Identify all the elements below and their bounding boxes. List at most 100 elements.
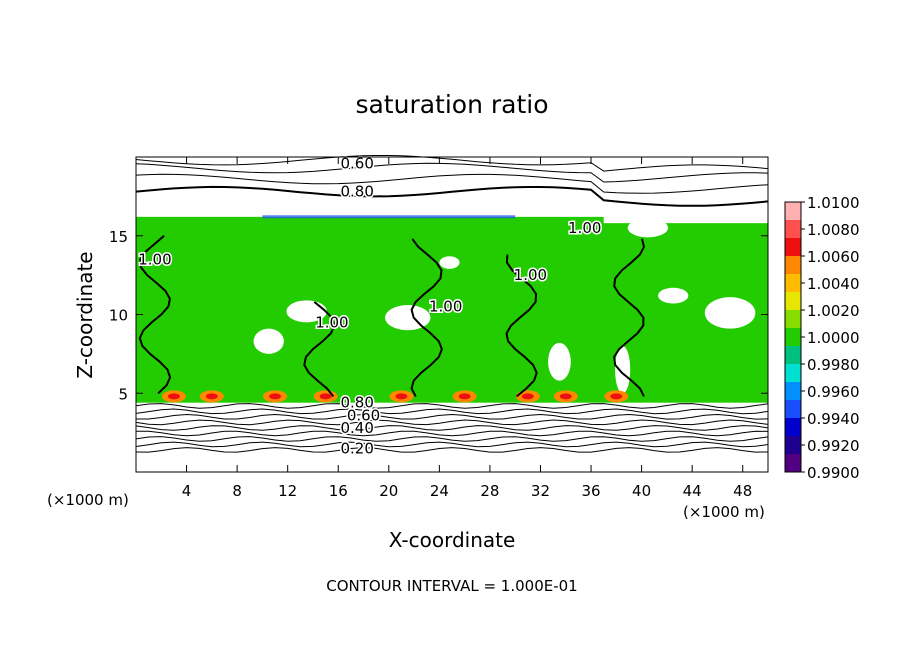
x-tick-label: 12 [278, 482, 297, 500]
supersaturation-core [610, 393, 623, 400]
x-tick-label: 28 [480, 482, 499, 500]
supersaturation-core [395, 393, 408, 400]
x-unit-right: (×1000 m) [683, 503, 765, 521]
dry-patch [627, 218, 669, 238]
supersaturation-core [559, 393, 572, 400]
dry-patch [658, 287, 689, 304]
dry-patch [548, 342, 571, 381]
colorbar-swatch [785, 220, 801, 239]
supersaturation-core [205, 393, 218, 400]
contour-label: 1.00 [429, 298, 462, 316]
colorbar-swatch [785, 292, 801, 311]
supersaturation-core [521, 393, 534, 400]
colorbar-swatch [785, 382, 801, 401]
contour-line [135, 441, 769, 448]
contour-label: 0.80 [340, 394, 373, 412]
colorbar-swatch [785, 328, 801, 347]
contour-line [135, 403, 769, 409]
contour-interval-note: CONTOUR INTERVAL = 1.000E-01 [326, 577, 577, 595]
x-unit-left: (×1000 m) [47, 491, 129, 509]
contour-line [135, 155, 769, 172]
colorbar-label: 0.9920 [807, 437, 860, 455]
colorbar-label: 0.9940 [807, 410, 860, 428]
contour-label: 0.20 [340, 439, 373, 457]
colorbar-label: 1.0020 [807, 302, 860, 320]
colorbar-swatch [785, 238, 801, 257]
contour-line [136, 413, 769, 420]
chart-title: saturation ratio [355, 90, 548, 119]
colorbar-label: 0.9900 [807, 464, 860, 482]
x-axis-label: X-coordinate [389, 528, 516, 552]
contour-line [135, 408, 769, 415]
colorbar-label: 1.0000 [807, 329, 860, 347]
contour-label: 1.00 [568, 219, 601, 237]
x-tick-label: 40 [632, 482, 651, 500]
x-tick-label: 48 [733, 482, 752, 500]
colorbar-swatch [785, 364, 801, 383]
colorbar-swatch [785, 202, 801, 221]
contour-line [135, 436, 769, 442]
y-tick-label: 5 [118, 385, 128, 403]
colorbar-swatch [785, 418, 801, 437]
y-tick-label: 15 [109, 228, 128, 246]
dry-patch [704, 297, 756, 329]
contour-line [135, 185, 769, 207]
x-tick-label: 44 [683, 482, 702, 500]
y-axis-label: Z-coordinate [73, 251, 97, 378]
colorbar-label: 1.0060 [807, 248, 860, 266]
contour-label: 1.00 [315, 313, 348, 331]
contour-line [135, 425, 769, 431]
colorbar-swatch [785, 310, 801, 329]
colorbar-swatch [785, 256, 801, 275]
dry-patch [286, 300, 327, 323]
colorbar-label: 0.9980 [807, 356, 860, 374]
contour-line [135, 162, 769, 183]
supersaturation-core [319, 393, 332, 400]
colorbar-swatch [785, 274, 801, 293]
x-tick-label: 4 [182, 482, 192, 500]
colorbar-label: 1.0040 [807, 275, 860, 293]
supersaturation-core [269, 393, 282, 400]
contour-line [135, 419, 769, 426]
y-axis: 5 10 15 [109, 228, 768, 403]
contour-label: 1.00 [514, 266, 547, 284]
colorbar-label: 1.0080 [807, 221, 860, 239]
colorbar-swatch [785, 346, 801, 365]
contour-line-one [613, 238, 646, 397]
cloud-top-edge [262, 215, 516, 219]
colorbar-swatch [785, 400, 801, 419]
colorbar: 1.0100 1.0080 1.0060 1.0040 1.0020 1.0000 0.99… [784, 194, 860, 482]
contour-label: 0.80 [340, 183, 373, 201]
contour-line [135, 430, 769, 437]
dry-region [603, 210, 768, 224]
x-tick-label: 36 [581, 482, 600, 500]
supersaturation-core [458, 393, 471, 400]
dry-patch [615, 346, 631, 394]
contour-line-one [505, 254, 538, 398]
colorbar-label: 0.9960 [807, 383, 860, 401]
x-tick-label: 8 [232, 482, 242, 500]
colorbar-swatch [785, 436, 801, 455]
contour-label: 0.40 [340, 419, 373, 437]
contour-label: 1.00 [138, 250, 171, 268]
colorbar-swatch [785, 454, 801, 473]
contour-line-one [138, 235, 172, 395]
contour-line [135, 173, 769, 194]
contour-label: 0.60 [340, 154, 373, 172]
x-tick-label: 24 [430, 482, 449, 500]
contour-line-one [410, 238, 443, 397]
dry-patch [439, 256, 460, 269]
saturation-field [136, 216, 768, 403]
colorbar-label: 1.0100 [807, 194, 860, 212]
plot-area: 0.600.800.200.400.600.801.001.001.001.00… [135, 153, 769, 459]
contour-label: 0.60 [347, 406, 380, 424]
dry-patch [253, 328, 284, 354]
x-tick-label: 32 [531, 482, 550, 500]
y-tick-label: 10 [109, 307, 128, 325]
x-tick-label: 20 [379, 482, 398, 500]
x-axis: 4 8 12 16 20 24 28 32 36 40 44 48 [182, 157, 752, 500]
x-tick-label: 16 [329, 482, 348, 500]
contour-line [135, 447, 769, 453]
contour-line-one [303, 301, 336, 398]
